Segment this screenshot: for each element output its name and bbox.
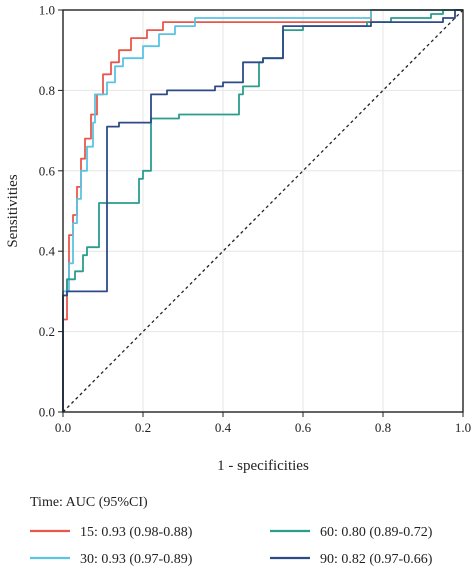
x-tick-label: 0.0 [55, 420, 71, 435]
axis-ticks: 0.0 0.2 0.4 0.6 0.8 1.0 0.0 0.2 0.4 0.6 0.8 1.0 [39, 3, 471, 436]
y-tick-label: 1.0 [39, 3, 55, 18]
legend-label-3: 60: 0.80 (0.89-0.72) [320, 525, 433, 540]
x-tick-label: 0.2 [135, 420, 151, 435]
x-tick-label: 1.0 [455, 420, 471, 435]
series-line-1 [62, 9, 463, 412]
y-axis-label: Sensitivities [5, 174, 21, 248]
series-lines [62, 9, 463, 412]
x-axis-label: 1 - specificities [217, 458, 309, 474]
series-line-2 [62, 9, 463, 412]
x-tick-label: 0.8 [375, 420, 391, 435]
reference-diagonal [62, 9, 464, 413]
x-tick-label: 0.4 [215, 420, 232, 435]
y-tick-label: 0.4 [39, 244, 56, 259]
y-tick-label: 0.0 [39, 405, 55, 420]
legend-label-1: 15: 0.93 (0.98-0.88) [80, 525, 193, 540]
y-tick-label: 0.8 [39, 83, 55, 98]
legend: Time: AUC (95%CI) 15: 0.93 (0.98-0.88) 30… [30, 495, 433, 567]
plot-frame [62, 9, 464, 413]
legend-label-2: 30: 0.93 (0.97-0.89) [80, 552, 193, 567]
legend-title: Time: AUC (95%CI) [30, 495, 148, 510]
y-tick-label: 0.6 [39, 163, 56, 178]
grid-lines [62, 9, 464, 413]
x-tick-label: 0.6 [295, 420, 312, 435]
y-tick-label: 0.2 [39, 324, 55, 339]
legend-label-4: 90: 0.82 (0.97-0.66) [320, 552, 433, 567]
series-line-4 [62, 9, 463, 412]
